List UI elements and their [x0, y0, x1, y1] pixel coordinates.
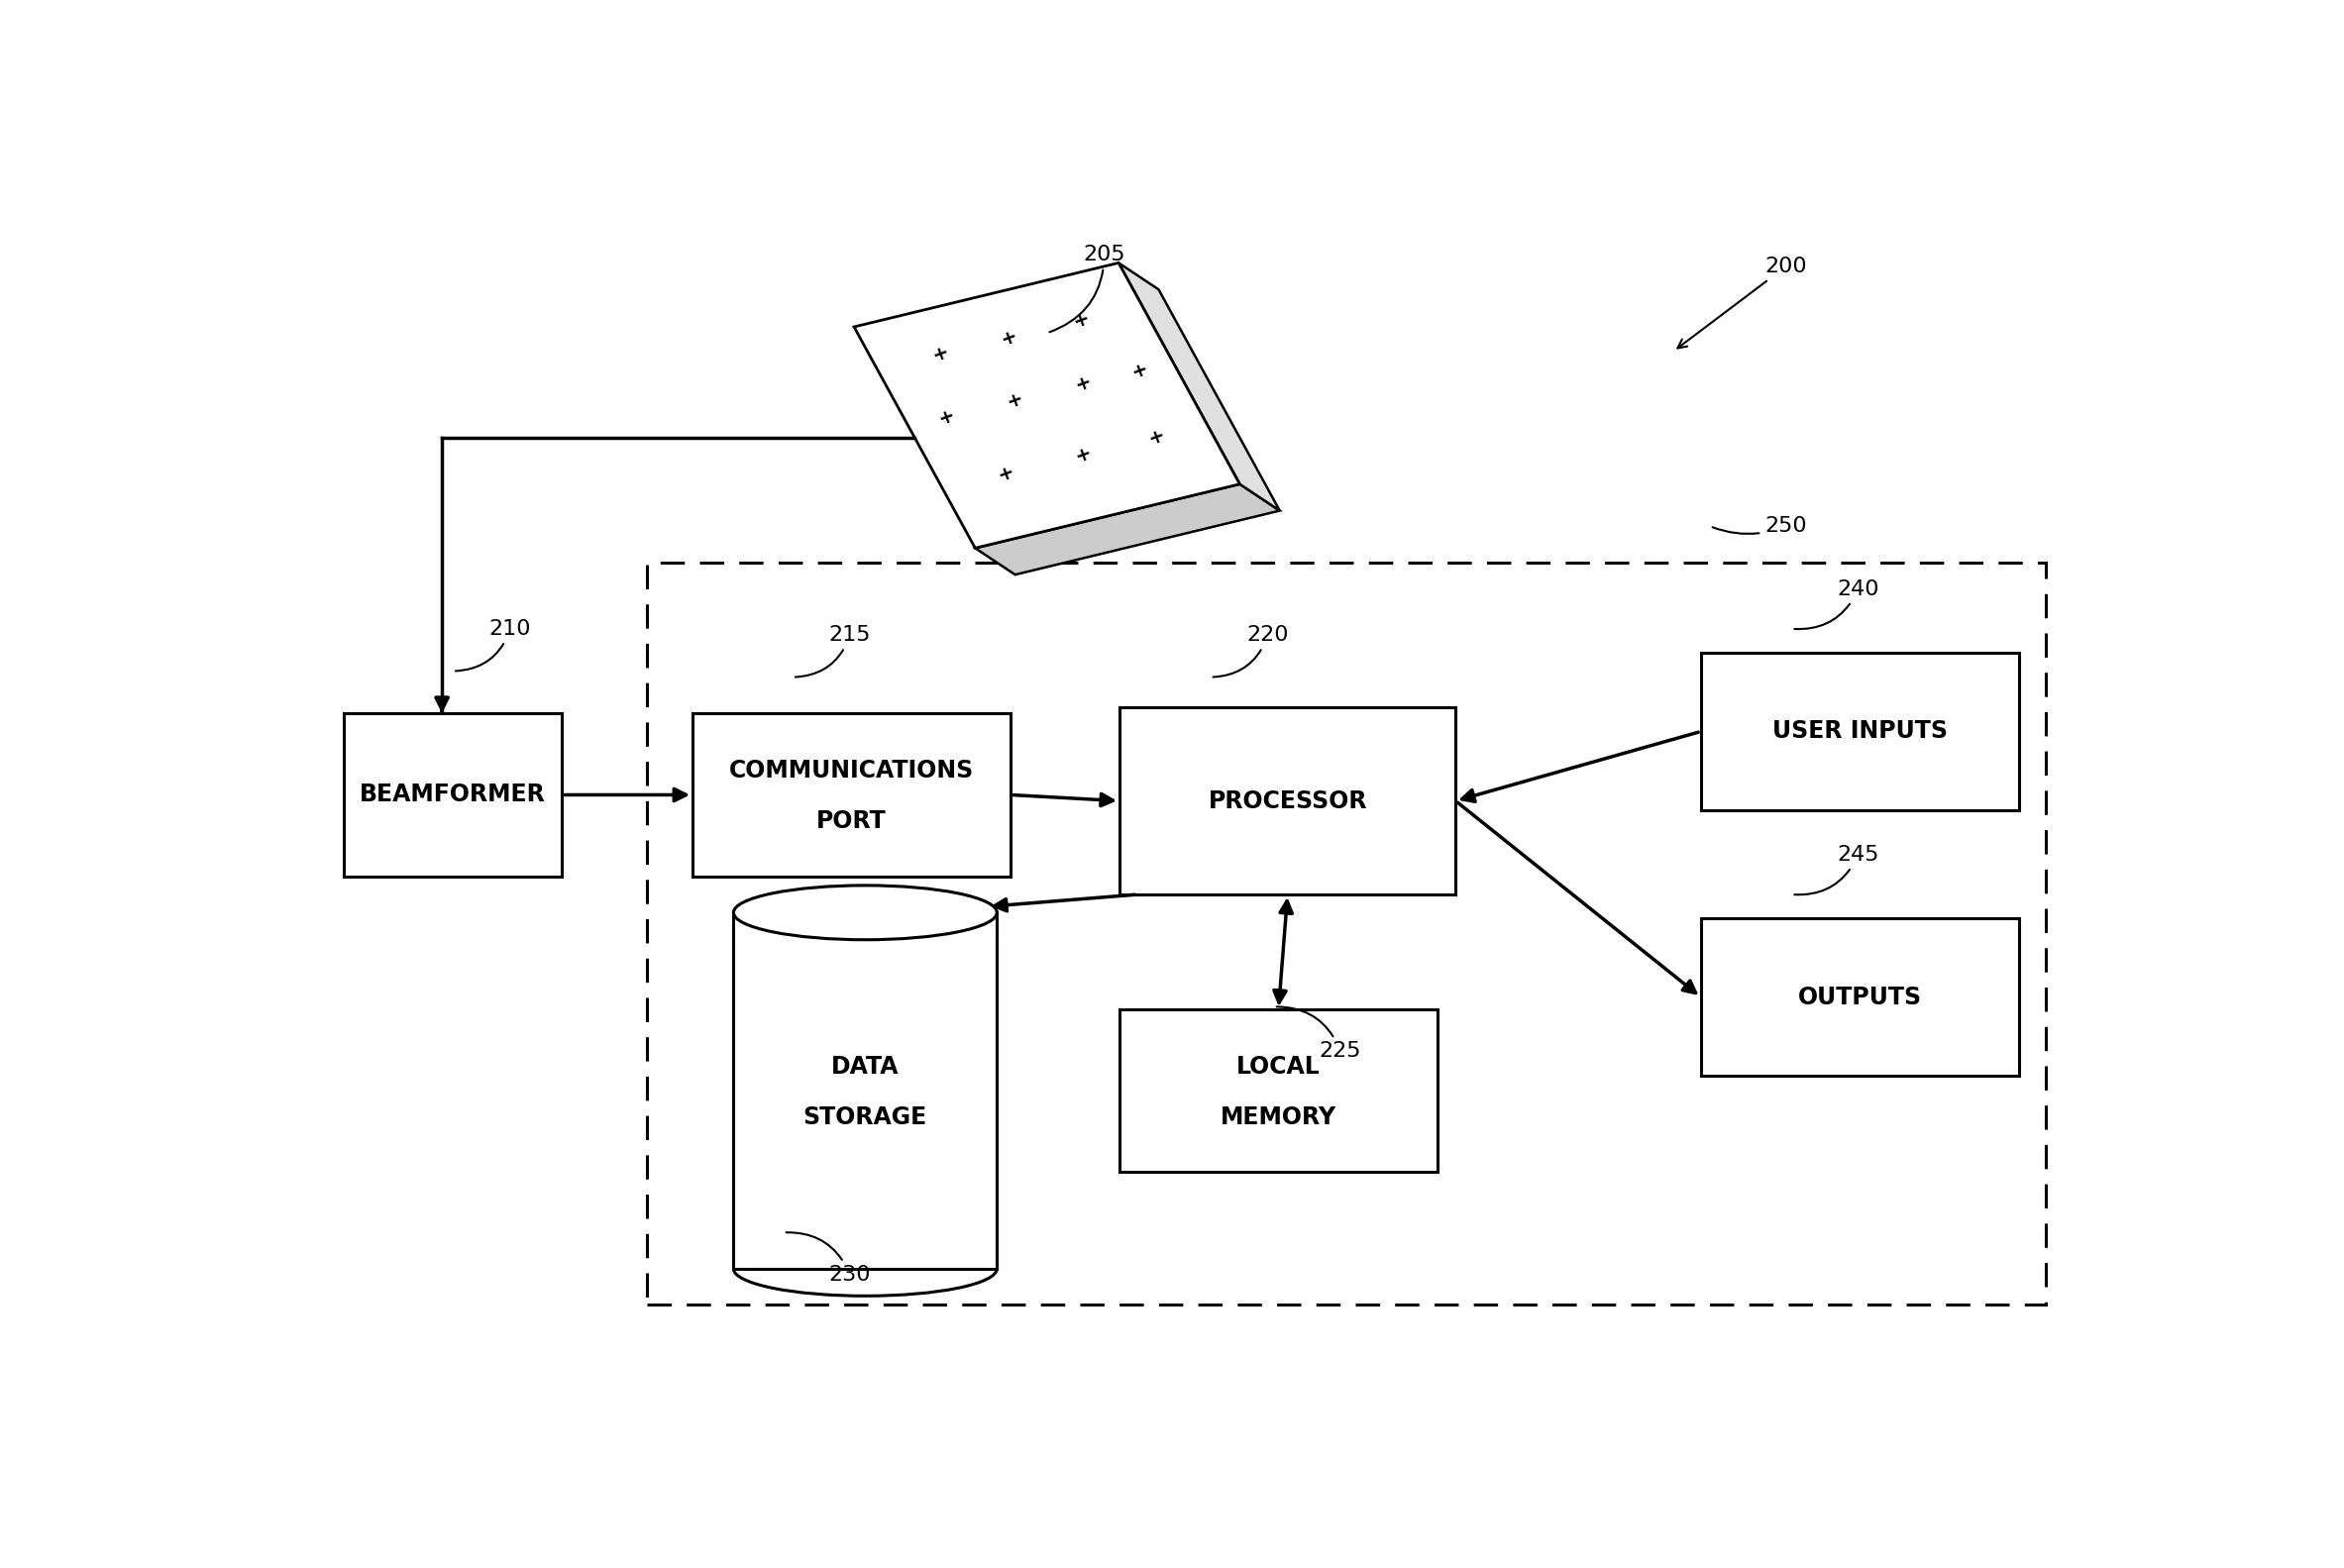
- Text: +: +: [1146, 425, 1167, 448]
- Text: +: +: [1071, 309, 1092, 332]
- Text: PORT: PORT: [816, 809, 886, 833]
- Bar: [1120, 1010, 1437, 1173]
- Text: +: +: [1074, 372, 1095, 395]
- Text: 250: 250: [1713, 516, 1807, 536]
- Bar: [729, 886, 1003, 939]
- Text: +: +: [1130, 359, 1151, 383]
- Text: +: +: [931, 342, 952, 365]
- Text: 200: 200: [1678, 257, 1807, 348]
- Text: +: +: [996, 461, 1017, 485]
- Text: +: +: [1003, 389, 1027, 412]
- Bar: [694, 713, 1010, 877]
- Text: COMMUNICATIONS: COMMUNICATIONS: [729, 759, 975, 782]
- Text: 210: 210: [455, 619, 532, 671]
- Bar: [345, 713, 563, 877]
- Bar: [1120, 707, 1456, 894]
- Text: OUTPUTS: OUTPUTS: [1798, 985, 1922, 1008]
- Text: +: +: [999, 326, 1020, 350]
- Text: +: +: [935, 405, 959, 428]
- Text: DATA: DATA: [832, 1055, 900, 1079]
- Text: USER INPUTS: USER INPUTS: [1772, 720, 1948, 743]
- Text: +: +: [1074, 442, 1095, 466]
- Text: MEMORY: MEMORY: [1221, 1105, 1336, 1129]
- Text: STORAGE: STORAGE: [804, 1105, 928, 1129]
- Polygon shape: [975, 485, 1280, 574]
- Ellipse shape: [734, 886, 996, 939]
- Bar: [1702, 652, 2018, 811]
- Bar: [647, 563, 2046, 1305]
- Text: 230: 230: [785, 1232, 872, 1284]
- Polygon shape: [1118, 263, 1280, 511]
- Text: LOCAL: LOCAL: [1238, 1055, 1320, 1079]
- Bar: [1702, 919, 2018, 1076]
- Text: 225: 225: [1277, 1007, 1362, 1062]
- Text: BEAMFORMER: BEAMFORMER: [361, 782, 546, 808]
- Text: 205: 205: [1050, 245, 1125, 332]
- Text: 245: 245: [1796, 845, 1880, 895]
- Text: 220: 220: [1214, 626, 1289, 677]
- Text: PROCESSOR: PROCESSOR: [1207, 789, 1367, 812]
- Text: 240: 240: [1796, 579, 1880, 629]
- Text: 215: 215: [795, 626, 872, 677]
- Bar: [734, 913, 996, 1269]
- Polygon shape: [853, 263, 1240, 549]
